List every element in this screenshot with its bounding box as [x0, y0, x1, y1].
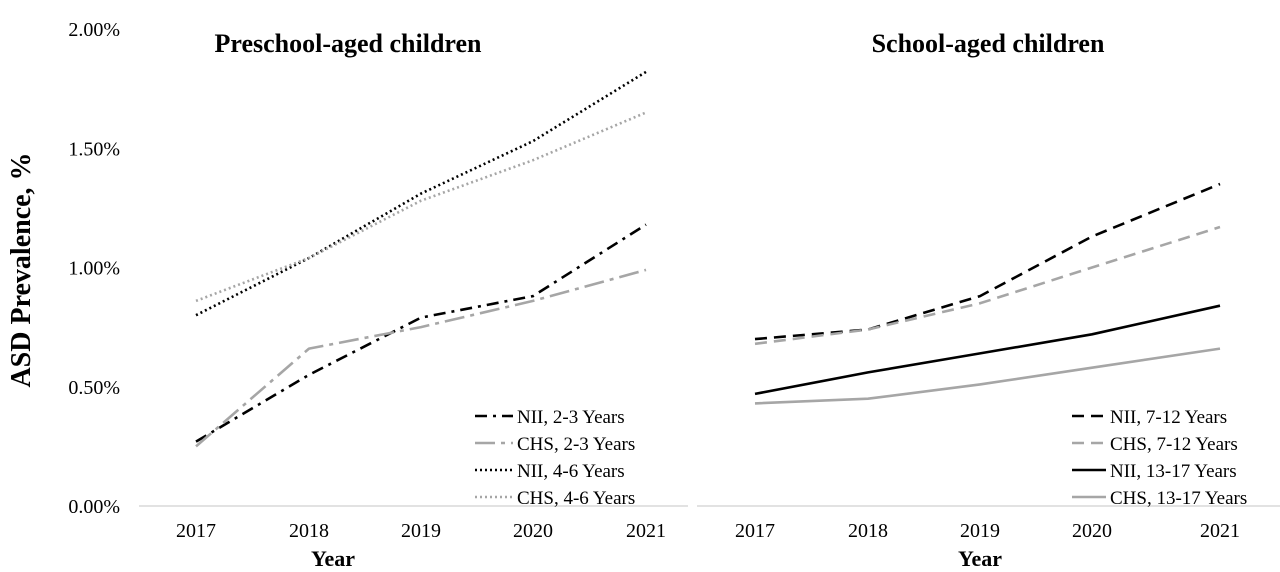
legend-label: NII, 13-17 Years	[1110, 461, 1237, 482]
y-tick-label: 1.00%	[68, 258, 120, 280]
series-line	[754, 225, 1221, 346]
y-tick-label: 0.00%	[68, 496, 120, 518]
x-tick-label: 2020	[1072, 520, 1112, 542]
y-tick-label: 1.50%	[68, 138, 120, 160]
legend: NII, 7-12 Years CHS, 7-12 Years NII, 13-17…	[1072, 407, 1247, 509]
x-tick-label: 2021	[1200, 520, 1240, 542]
panel-school: School-aged children 2017 2018 2019 2020 2021…	[697, 29, 1280, 571]
series-line	[195, 268, 647, 448]
series-line	[195, 70, 647, 317]
series-line	[754, 182, 1221, 341]
legend-label: CHS, 7-12 Years	[1110, 434, 1238, 455]
legend-label: CHS, 4-6 Years	[517, 488, 635, 509]
panel-preschool: Preschool-aged children 2017 2018 2019 2020 2…	[139, 29, 688, 571]
x-tick-label: 2017	[176, 520, 216, 542]
x-tick-label: 2019	[401, 520, 441, 542]
legend-label: NII, 2-3 Years	[517, 407, 625, 428]
y-axis: 0.00% 0.50% 1.00% 1.50% 2.00%	[68, 19, 120, 518]
legend-label: NII, 4-6 Years	[517, 461, 625, 482]
y-tick-label: 2.00%	[68, 19, 120, 41]
legend: NII, 2-3 Years CHS, 2-3 Years NII, 4-6 Yea…	[475, 407, 635, 509]
y-tick-label: 0.50%	[68, 377, 120, 399]
x-tick-label: 2018	[289, 520, 329, 542]
y-axis-label: ASD Prevalence, %	[6, 152, 37, 387]
x-axis-label: Year	[958, 546, 1002, 571]
legend-label: CHS, 2-3 Years	[517, 434, 635, 455]
x-tick-label: 2020	[513, 520, 553, 542]
x-tick-label: 2018	[848, 520, 888, 542]
legend-label: NII, 7-12 Years	[1110, 407, 1227, 428]
panel-title: Preschool-aged children	[215, 29, 483, 58]
series-line	[195, 111, 647, 303]
x-axis-label: Year	[311, 546, 355, 571]
series-line	[754, 304, 1221, 396]
panel-title: School-aged children	[872, 29, 1105, 58]
x-tick-label: 2019	[960, 520, 1000, 542]
x-tick-label: 2017	[735, 520, 775, 542]
series-line	[754, 347, 1221, 405]
legend-label: CHS, 13-17 Years	[1110, 488, 1247, 509]
series-line	[195, 223, 647, 443]
x-tick-label: 2021	[626, 520, 666, 542]
